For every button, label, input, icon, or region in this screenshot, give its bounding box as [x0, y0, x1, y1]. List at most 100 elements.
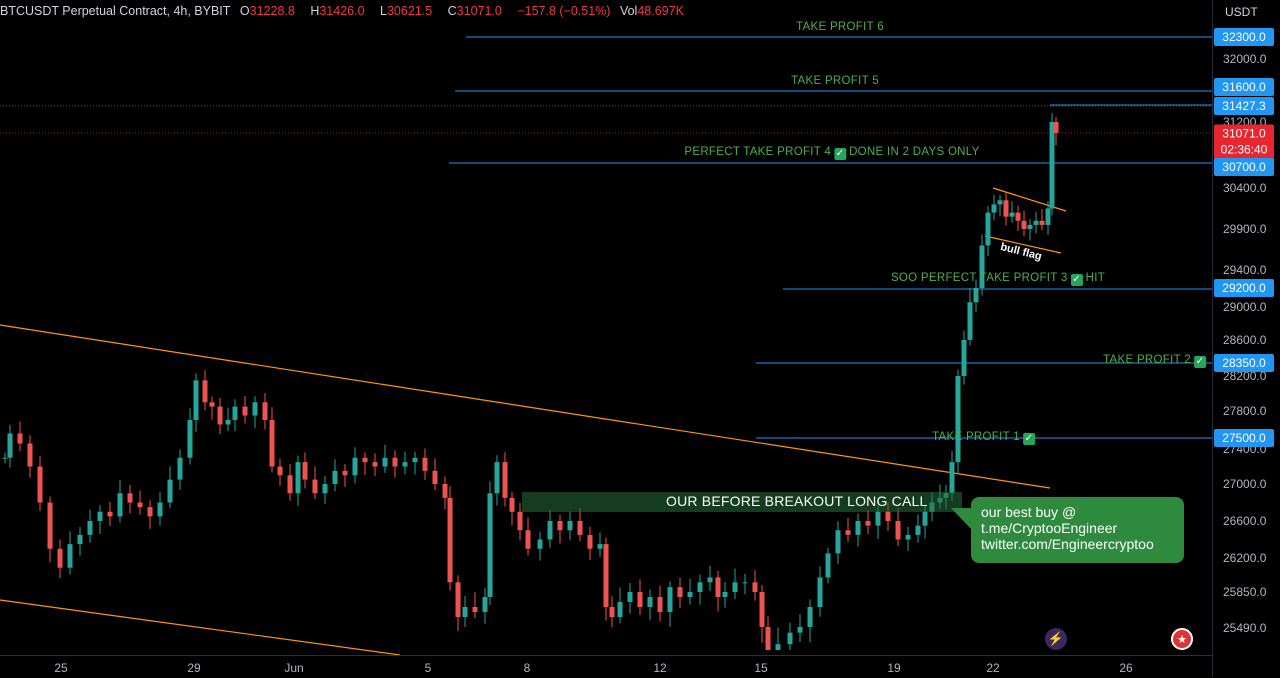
- lightning-icon[interactable]: ⚡: [1045, 628, 1067, 650]
- price-tick: 29400.0: [1223, 263, 1267, 277]
- candle-body: [1045, 208, 1051, 225]
- price-axis[interactable]: USDT 32000.0 31200.0 30400.0 29900.0 294…: [1212, 0, 1280, 677]
- tp4-label-a: PERFECT TAKE PROFIT 4: [684, 146, 832, 158]
- candle-body: [442, 484, 448, 498]
- candle-body: [707, 577, 713, 583]
- candle-body: [494, 462, 500, 494]
- candle-body: [137, 502, 143, 508]
- high-value: 31426.0: [319, 4, 365, 18]
- candle-body: [557, 521, 563, 531]
- candle-body: [157, 502, 163, 517]
- candle-body: [1033, 220, 1039, 225]
- candle-body: [865, 521, 871, 526]
- candle-body: [362, 457, 368, 463]
- candle-body: [587, 534, 593, 549]
- candle-body: [302, 462, 308, 480]
- candle-body: [232, 406, 238, 420]
- candle-body: [242, 406, 248, 416]
- candle-body: [462, 607, 468, 617]
- change-value: −157.8 (−0.51%): [517, 4, 611, 18]
- candle-body: [27, 443, 33, 467]
- candle-body: [17, 433, 23, 444]
- candle-body: [1021, 220, 1027, 229]
- candle-body: [193, 380, 199, 420]
- candle-body: [177, 457, 183, 480]
- candle-body: [167, 479, 173, 503]
- time-tick: 26: [1119, 661, 1133, 675]
- candle-body: [482, 597, 488, 612]
- candle-body: [447, 497, 453, 583]
- time-tick: 15: [754, 661, 768, 675]
- price-tick: 29900.0: [1223, 222, 1267, 236]
- candle-body: [7, 433, 13, 458]
- check-icon: ✓: [1022, 433, 1035, 445]
- us-flag-icon[interactable]: ★: [1171, 628, 1193, 650]
- volume-value: 48.697K: [637, 4, 684, 18]
- candle-body: [547, 521, 553, 540]
- candle-body: [342, 470, 348, 476]
- candle-body: [715, 577, 721, 597]
- price-tick: 26600.0: [1223, 514, 1267, 528]
- candle-body: [949, 462, 955, 494]
- candle-body: [759, 592, 765, 627]
- tp2-label-text: TAKE PROFIT 2: [1103, 354, 1191, 366]
- candle-body: [322, 484, 328, 494]
- candle-body: [697, 582, 703, 592]
- axis-currency: USDT: [1225, 5, 1258, 19]
- tp2-label: TAKE PROFIT 2 ✓: [1103, 354, 1209, 368]
- flag-lower-line: [984, 235, 1062, 254]
- last-price: 31071.0: [1222, 126, 1266, 141]
- candle-body: [732, 582, 738, 592]
- candle-body: [817, 577, 823, 607]
- symbol-title[interactable]: BTCUSDT Perpetual Contract, 4h, BYBIT: [0, 4, 231, 18]
- check-icon: ✓: [1193, 356, 1206, 368]
- chart-area[interactable]: BTCUSDT Perpetual Contract, 4h, BYBIT O3…: [0, 0, 1212, 655]
- candle-body: [797, 627, 803, 633]
- candle-body: [252, 402, 258, 416]
- price-tick: 28200.0: [1223, 369, 1267, 383]
- candle-body: [57, 548, 63, 568]
- candle-body: [667, 587, 673, 612]
- tp2-price-tag: 28350.0: [1214, 354, 1274, 372]
- candle-body: [525, 530, 531, 549]
- candle-body: [402, 462, 408, 467]
- tp3-price-tag: 29200.0: [1214, 279, 1274, 297]
- candle-body: [1003, 200, 1009, 217]
- candle-body: [537, 539, 543, 549]
- tp1-label-text: TAKE PROFIT 1: [932, 431, 1020, 443]
- candle-body: [372, 462, 378, 467]
- candle-body: [955, 376, 961, 463]
- candle-body: [422, 457, 428, 471]
- candle-body: [392, 457, 398, 467]
- candle-body: [967, 302, 973, 340]
- tp4-label-b: DONE IN 2 DAYS ONLY: [849, 146, 980, 158]
- lower-trendline: [0, 599, 401, 655]
- time-tick: 25: [54, 661, 68, 675]
- candle-body: [487, 493, 493, 597]
- candle-body: [502, 462, 508, 498]
- candlestick-chart[interactable]: [0, 0, 1212, 655]
- price-tick: 26200.0: [1223, 551, 1267, 565]
- breakout-zone: [522, 492, 962, 512]
- open-key: O: [239, 4, 250, 18]
- candle-body: [845, 530, 851, 535]
- candle-body: [225, 420, 231, 425]
- time-tick: 19: [887, 661, 901, 675]
- candle-body: [742, 582, 748, 584]
- callout-tail: [951, 508, 972, 530]
- candle-body: [875, 511, 881, 526]
- candle-body: [835, 530, 841, 554]
- high-key: H: [310, 4, 320, 18]
- candle-body: [187, 420, 193, 458]
- low-value: 30621.5: [386, 4, 433, 18]
- time-axis[interactable]: 25 29 Jun 5 8 12 15 19 22 26: [0, 655, 1212, 678]
- close-key: C: [447, 4, 457, 18]
- candle-body: [412, 457, 418, 463]
- check-icon: ✓: [834, 148, 847, 160]
- callout-line-1: our best buy @: [981, 504, 1077, 520]
- candle-body: [895, 521, 901, 540]
- candle-body: [262, 402, 268, 420]
- candle-body: [687, 592, 693, 597]
- open-value: 31228.8: [249, 4, 295, 18]
- tp3-label: SOO PERFECT TAKE PROFIT 3 ✓ HIT: [891, 272, 1105, 286]
